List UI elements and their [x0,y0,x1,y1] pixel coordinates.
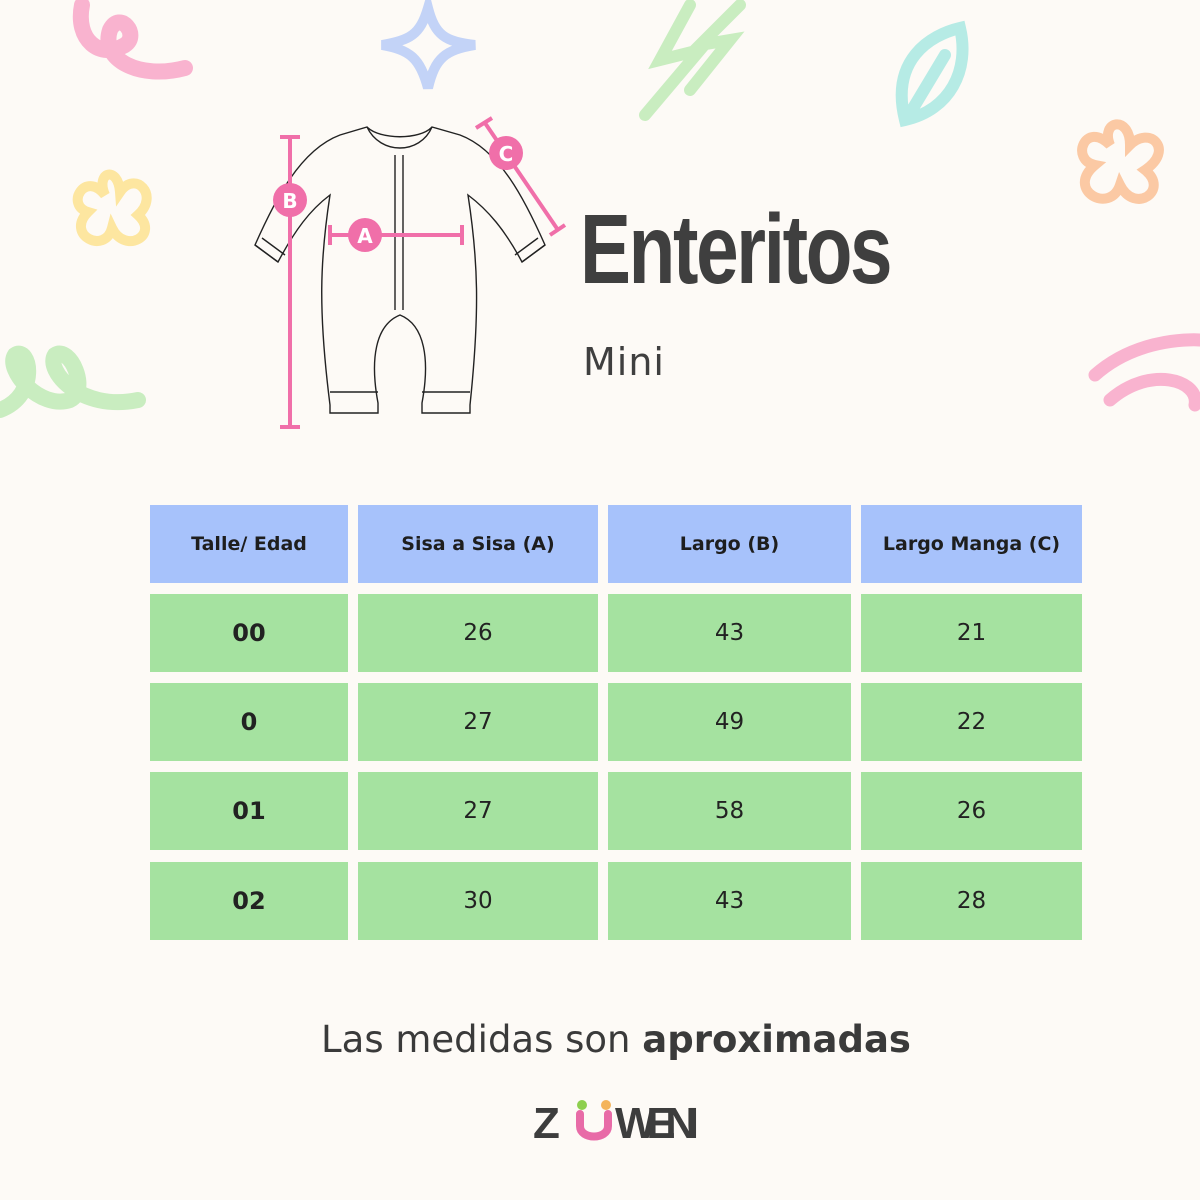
svg-text:Z: Z [533,1099,561,1148]
lightning-doodle-green [639,0,746,121]
table-cell-armpit: 26 [358,594,598,672]
table-cell-size: 0 [150,683,348,761]
table-cell-length: 58 [608,772,851,850]
table-cell-size: 00 [150,594,348,672]
page-title: Enteritos [580,194,893,304]
decorative-doodles [0,0,1200,418]
flower-doodle-yellow [72,169,152,247]
svg-text:WENI: WENI [615,1099,700,1148]
label-c-badge [489,136,523,170]
footnote: Las medidas son aproximadas [321,1018,911,1061]
label-a: A [357,224,373,248]
table-cell-length: 43 [608,862,851,940]
label-c: C [499,142,514,166]
label-a-badge [348,218,382,252]
page-subtitle: Mini [583,340,665,384]
flower-doodle-orange [1077,119,1164,204]
onesie-outline [254,126,546,414]
table-cell-sleeve: 28 [861,862,1082,940]
table-cell-length: 49 [608,683,851,761]
table-cell-sleeve: 26 [861,772,1082,850]
onesie-diagram: B A C [254,116,567,429]
label-b: B [282,189,297,213]
brand-logo: Z WENI [533,1098,703,1155]
column-header-length: Largo (B) [608,505,851,583]
rainbow-doodle-pink [1088,333,1200,412]
table-cell-sleeve: 22 [861,683,1082,761]
column-header-sleeve: Largo Manga (C) [861,505,1082,583]
loops-doodle-green [0,345,146,418]
label-b-badge [273,183,307,217]
table-cell-armpit: 27 [358,683,598,761]
table-cell-armpit: 27 [358,772,598,850]
footnote-bold: aproximadas [642,1018,911,1061]
column-header-size: Talle/ Edad [150,505,348,583]
swirl-doodle-pink [72,0,193,80]
table-cell-armpit: 30 [358,862,598,940]
table-cell-size: 02 [150,862,348,940]
table-cell-length: 43 [608,594,851,672]
zuweni-logo: Z WENI [533,1099,700,1148]
sparkle-doodle-blue [381,0,476,90]
leaf-doodle-teal [895,20,969,128]
table-cell-size: 01 [150,772,348,850]
table-cell-sleeve: 21 [861,594,1082,672]
column-header-armpit: Sisa a Sisa (A) [358,505,598,583]
